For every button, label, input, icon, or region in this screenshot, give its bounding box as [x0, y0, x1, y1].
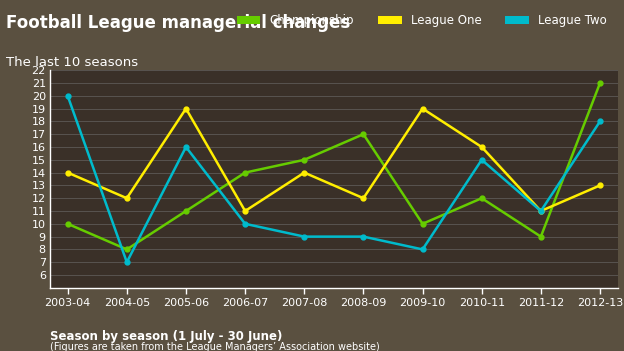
- Text: (Figures are taken from the League Managers’ Association website): (Figures are taken from the League Manag…: [50, 342, 379, 351]
- Text: Season by season (1 July - 30 June): Season by season (1 July - 30 June): [50, 330, 282, 343]
- Text: Football League managerial changes: Football League managerial changes: [6, 14, 351, 32]
- Text: The last 10 seasons: The last 10 seasons: [6, 56, 139, 69]
- Legend: Championship, League One, League Two: Championship, League One, League Two: [232, 9, 612, 32]
